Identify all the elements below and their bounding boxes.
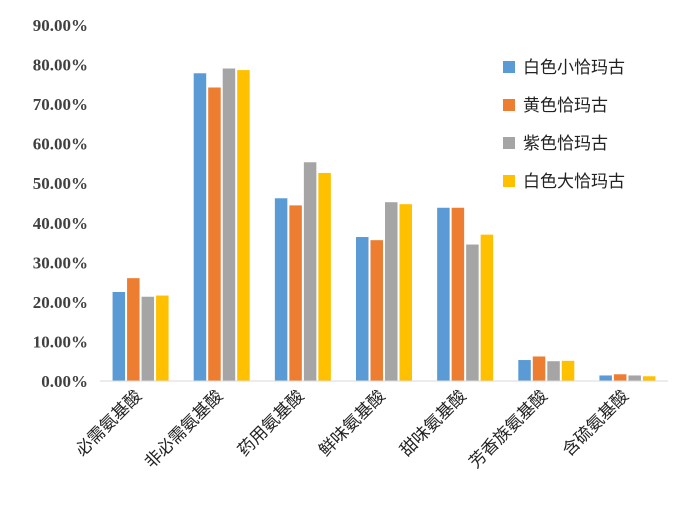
bar: [208, 87, 221, 381]
y-tick-label: 50.00%: [33, 174, 88, 193]
y-tick-label: 90.00%: [33, 16, 88, 35]
bar: [437, 207, 450, 381]
legend-label: 白色小恰玛古: [523, 58, 625, 78]
y-tick-label: 70.00%: [33, 95, 88, 114]
bar: [518, 360, 531, 381]
legend-label: 黄色恰玛古: [523, 96, 608, 116]
bar: [141, 296, 155, 381]
bar: [112, 292, 126, 381]
bar: [561, 360, 575, 381]
x-tick-label: 鲜味氨基酸: [315, 386, 389, 460]
x-tick-label: 非必需氨基酸: [141, 386, 227, 472]
y-tick-label: 0.00%: [41, 372, 88, 391]
bar: [613, 374, 627, 381]
bar: [193, 73, 207, 381]
y-tick-label: 10.00%: [33, 332, 88, 351]
y-tick-label: 80.00%: [33, 56, 88, 75]
y-tick-label: 60.00%: [33, 135, 88, 154]
bar: [127, 278, 140, 381]
bar: [222, 68, 236, 381]
bar: [318, 172, 331, 381]
bar: [628, 375, 641, 381]
x-tick-label: 药用氨基酸: [234, 386, 308, 460]
bar: [451, 207, 465, 381]
bars: [112, 68, 656, 381]
bar: [599, 375, 612, 381]
legend-swatch: [503, 99, 515, 111]
bar: [547, 361, 560, 381]
bar: [289, 205, 302, 381]
y-axis: 0.00% 10.00% 20.00% 30.00% 40.00% 50.00% 60.00…: [33, 16, 88, 391]
bar: [237, 70, 250, 381]
bar: [356, 237, 369, 381]
y-tick-label: 40.00%: [33, 214, 88, 233]
bar: [480, 234, 494, 381]
legend-swatch: [503, 175, 515, 187]
bar: [532, 356, 546, 381]
bar: [466, 244, 479, 381]
bar: [370, 240, 383, 381]
x-tick-label: 含硫氨基酸: [559, 386, 633, 460]
bar: [642, 376, 656, 381]
bar: [385, 202, 398, 381]
x-tick-label: 甜味氨基酸: [396, 386, 470, 460]
bar: [399, 204, 412, 381]
x-tick-label: 必需氨基酸: [72, 386, 146, 460]
legend-swatch: [503, 61, 515, 73]
y-tick-label: 30.00%: [33, 253, 88, 272]
bar: [303, 162, 317, 381]
legend-swatch: [503, 137, 515, 149]
y-tick-label: 20.00%: [33, 293, 88, 312]
bar: [156, 295, 169, 381]
x-tick-label: 芳香族氨基酸: [466, 386, 552, 472]
bar: [274, 198, 288, 381]
legend-label: 紫色恰玛古: [523, 134, 608, 154]
legend-label: 白色大恰玛古: [523, 172, 625, 192]
